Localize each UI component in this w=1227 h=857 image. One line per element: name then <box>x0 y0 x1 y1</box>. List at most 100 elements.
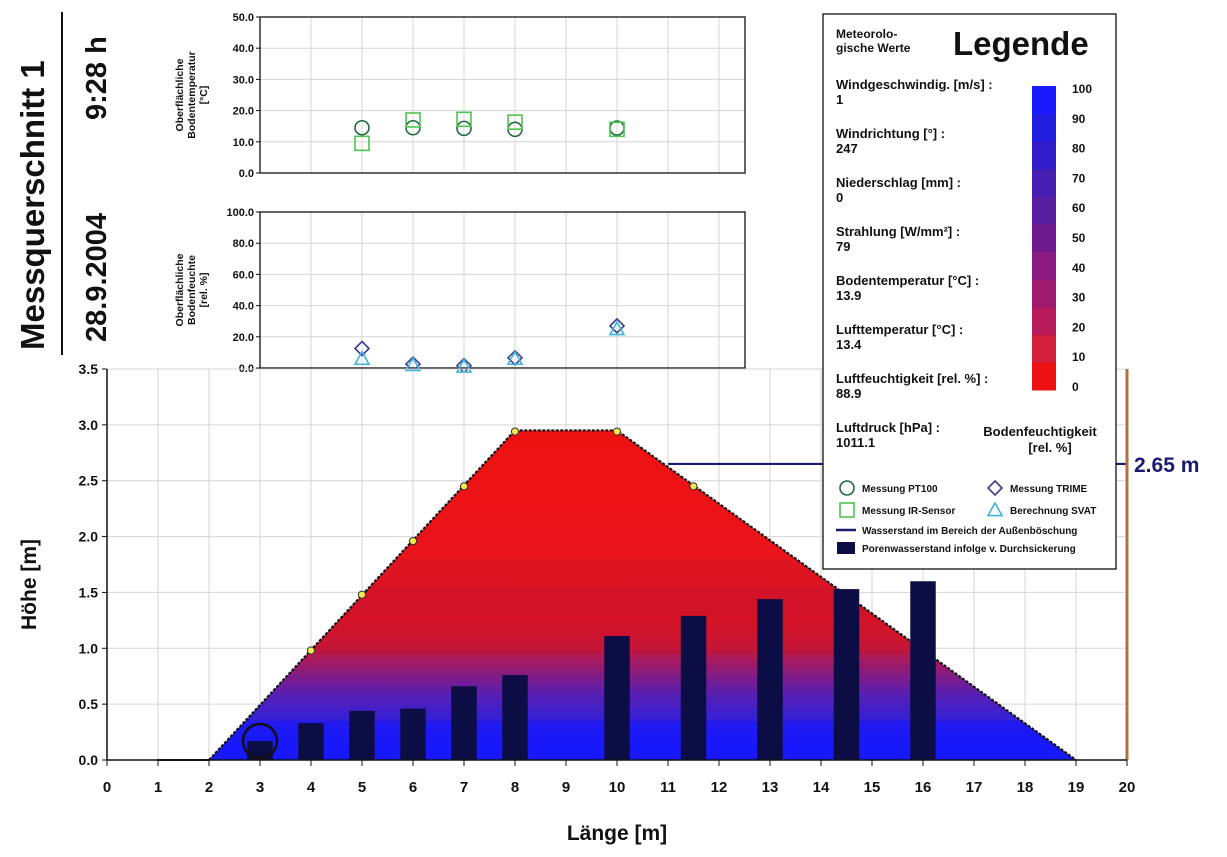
y-axis-label: Oberflächliche <box>174 253 186 326</box>
y-tick-label: 1.5 <box>79 584 99 600</box>
legend-line-label: Porenwasserstand infolge v. Durchsickeru… <box>862 544 1076 555</box>
colorbar-segment <box>1032 362 1056 391</box>
pore-water-bar <box>910 581 936 760</box>
legend-bar-swatch <box>837 542 855 554</box>
colorbar-segment <box>1032 279 1056 308</box>
legend: Meteorolo-gische Werte Legende Windgeschwi… <box>822 13 1117 570</box>
pore-water-bar <box>247 741 273 760</box>
sensor-point <box>612 427 622 436</box>
data-point <box>353 349 371 366</box>
pore-water-bar <box>757 599 783 760</box>
cross-section-chart: 0.00.51.01.52.02.53.03.50 1 2 3 4 5 6 7 8 9 10 11 12… <box>18 361 1199 845</box>
colorbar-tick: 20 <box>1072 320 1086 334</box>
x-tick-label: 14 <box>813 779 830 796</box>
x-tick-label: 18 <box>1017 779 1034 796</box>
y-tick-label: 10.0 <box>233 137 254 149</box>
y-tick-label: 0.5 <box>79 696 99 712</box>
data-point <box>354 135 370 152</box>
colorbar-tick: 80 <box>1072 142 1086 156</box>
colorbar-segment <box>1032 168 1056 198</box>
pore-water-bar <box>680 615 707 760</box>
y-tick-label: 2.5 <box>79 473 99 489</box>
x-tick-label: 20 <box>1119 779 1136 796</box>
plot-area <box>260 17 745 173</box>
meteo-label: Lufttemperatur [°C] : <box>836 322 963 337</box>
meteo-label: Luftfeuchtigkeit [rel. %] : <box>836 371 988 386</box>
legend-box <box>822 13 1117 570</box>
meteo-value: 88.9 <box>836 386 861 401</box>
sensor-point <box>408 536 418 546</box>
x-tick-label: 2 <box>205 779 213 796</box>
y-axis-label: Bodentemperatur <box>186 51 198 139</box>
legend-heading: Legende <box>953 25 1089 62</box>
data-point <box>609 121 625 138</box>
y-tick-label: 30.0 <box>233 74 254 86</box>
y-tick-label: 0.0 <box>239 168 254 180</box>
colorbar-tick: 60 <box>1072 201 1086 215</box>
pore-water-bar <box>298 723 324 760</box>
colorbar-tick: 30 <box>1072 291 1086 305</box>
plot-frame <box>259 211 746 369</box>
colorbar-tick: 100 <box>1072 82 1092 96</box>
sensor-point <box>510 427 520 436</box>
x-tick-label: 13 <box>762 779 779 796</box>
colorbar-segment <box>1032 334 1056 363</box>
meteo-label: Niederschlag [mm] : <box>836 175 961 190</box>
title: Messquerschnitt 1 <box>14 60 51 350</box>
pore-water-bar <box>451 686 477 760</box>
x-tick-label: 10 <box>609 779 626 796</box>
x-tick-label: 11 <box>660 779 676 796</box>
data-point <box>608 320 626 336</box>
y-tick-label: 100.0 <box>226 207 254 219</box>
data-point <box>456 120 472 137</box>
y-axis-label: Bodenfeuchte <box>186 255 198 325</box>
legend-symbol-square <box>839 502 855 518</box>
y-axis-label: [rel. %] <box>198 272 210 307</box>
legend-symbol-diamond <box>986 479 1004 497</box>
meteo-value: 13.4 <box>836 337 862 352</box>
sensor-point <box>689 482 698 491</box>
x-tick-label: 16 <box>915 779 932 796</box>
meteo-value: 0 <box>836 190 843 205</box>
time: 9:28 h <box>81 36 113 120</box>
legend-symbol-label: Berechnung SVAT <box>1010 506 1096 517</box>
colorbar-segment <box>1032 307 1056 336</box>
data-point <box>405 119 421 136</box>
plot-frame <box>259 16 746 174</box>
colorbar-tick: 40 <box>1072 261 1086 275</box>
data-point <box>507 114 523 130</box>
meteo-value: 247 <box>836 141 858 156</box>
sensor-point <box>306 646 316 655</box>
x-tick-label: 1 <box>154 779 162 796</box>
pore-water-bar <box>604 635 630 760</box>
colorbar-segment <box>1032 113 1056 142</box>
date: 28.9.2004 <box>81 213 113 342</box>
x-tick-label: 9 <box>562 779 570 796</box>
meteo-value: 13.9 <box>836 288 861 303</box>
pore-water-bar <box>349 710 375 760</box>
x-tick-label: 7 <box>460 779 468 796</box>
x-tick-label: 3 <box>256 779 264 796</box>
data-point <box>405 112 421 128</box>
x-tick-label: 15 <box>864 779 881 796</box>
y-tick-label: 20.0 <box>233 332 254 344</box>
legend-subheading: gische Werte <box>836 41 911 55</box>
colorbar-tick: 90 <box>1072 112 1086 126</box>
y-axis-title: Höhe [m] <box>18 539 41 630</box>
y-tick-label: 3.0 <box>79 417 99 433</box>
x-tick-label: 12 <box>711 779 728 796</box>
meteo-value: 79 <box>836 239 850 254</box>
colorbar-segment <box>1032 224 1056 253</box>
sensor-point <box>459 482 469 491</box>
highlight-circle <box>241 722 279 760</box>
colorbar-segment <box>1032 141 1056 170</box>
x-tick-label: 19 <box>1068 779 1085 796</box>
temperature-chart: 0.0 10.0 20.0 30.0 40.0 50.0 Oberflächliche Bod… <box>174 12 746 180</box>
pore-water-bar <box>502 675 528 760</box>
meteo-label: Windgeschwindig. [m/s] : <box>836 77 993 92</box>
x-tick-label: 8 <box>511 779 519 796</box>
legend-symbol-label: Messung PT100 <box>862 484 938 495</box>
legend-subheading: Meteorolo- <box>836 27 897 41</box>
